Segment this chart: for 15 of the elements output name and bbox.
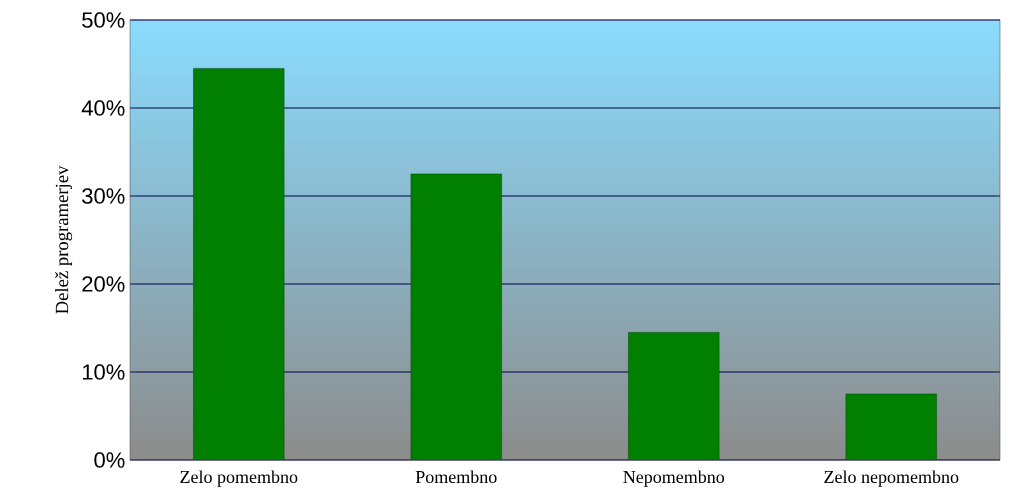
y-tick-label: 40% (81, 100, 125, 116)
bar (845, 393, 937, 460)
bar (628, 332, 720, 460)
bar (410, 173, 502, 460)
x-tick-label: Zelo nepomembno (824, 470, 959, 487)
x-tick-label: Nepomembno (623, 470, 725, 487)
x-tick-label: Zelo pomembno (180, 470, 298, 487)
y-axis-title: Delež programerjev (55, 165, 73, 314)
bar (193, 68, 285, 460)
y-tick-label: 50% (82, 12, 125, 28)
y-tick-label: 20% (82, 276, 125, 292)
y-tick-label: 30% (82, 188, 125, 204)
y-tick-label: 10% (82, 364, 125, 380)
y-tick-label: 0% (94, 452, 125, 468)
x-tick-label: Pomembno (415, 470, 497, 484)
